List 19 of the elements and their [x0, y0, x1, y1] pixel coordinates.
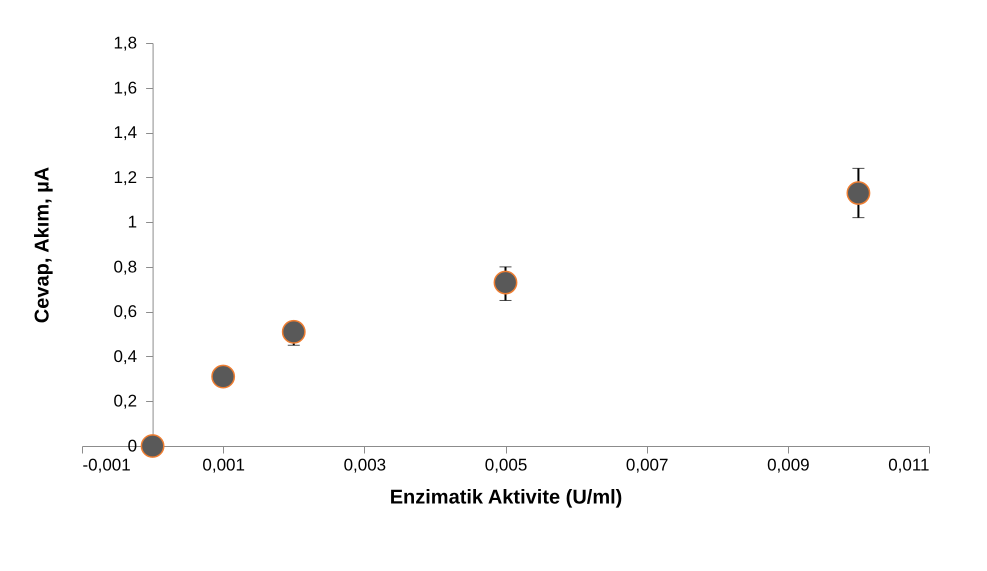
y-tick-label: 0 — [128, 436, 138, 456]
x-tick-label: -0,001 — [82, 456, 131, 474]
x-tick-label: 0,009 — [767, 456, 810, 474]
y-tick-label: 0,2 — [113, 392, 138, 411]
x-tick-label: 0,003 — [344, 456, 386, 474]
x-axis-title: Enzimatik Aktivite (U/ml) — [390, 486, 622, 508]
x-tick-label: 0,007 — [626, 456, 668, 474]
y-tick-label: 0,8 — [113, 257, 138, 276]
y-tick-label: 1,6 — [113, 78, 138, 98]
y-tick-label: 0,4 — [113, 346, 138, 366]
y-tick-label: 1,8 — [113, 34, 138, 52]
x-tick-label: 0,001 — [202, 456, 245, 474]
x-tick-label: 0,005 — [484, 456, 528, 474]
y-tick-label: 1,4 — [113, 123, 138, 142]
y-tick-label: 1,2 — [113, 168, 138, 187]
y-tick-label: 1 — [128, 212, 138, 232]
y-tick-label: 0,6 — [113, 302, 138, 322]
y-axis-title: Cevap, Akım, µA — [32, 166, 54, 324]
x-tick-label: 0,011 — [888, 456, 930, 474]
